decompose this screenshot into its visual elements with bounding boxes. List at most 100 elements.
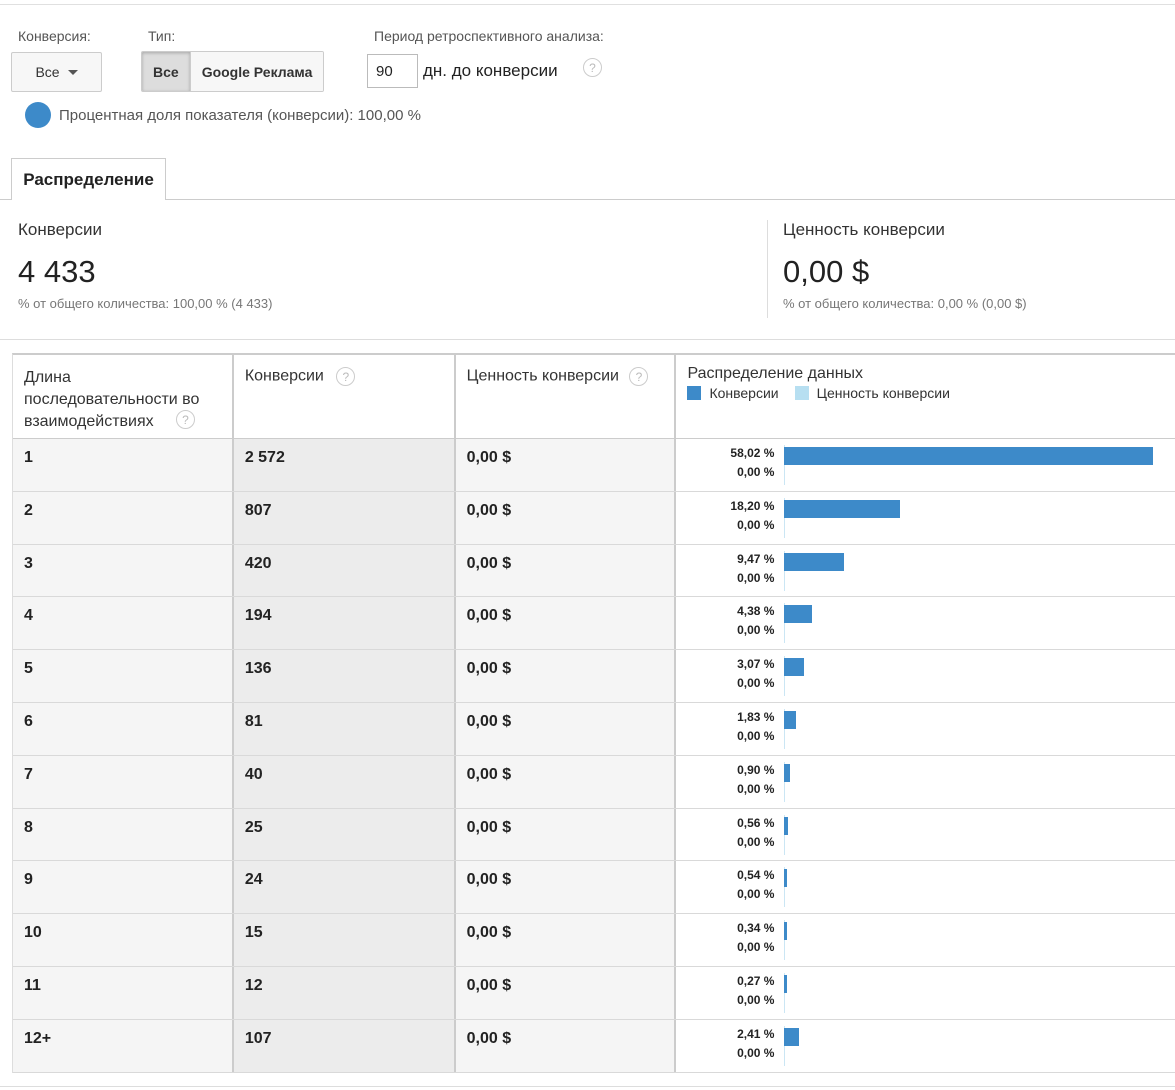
type-option-all[interactable]: Все (142, 52, 191, 91)
conversions-bar (784, 1027, 800, 1046)
cell-conversions: 807 (233, 491, 456, 544)
distribution-conversions-pct: 1,83 % (737, 709, 775, 724)
cell-path-length: 1 (13, 439, 234, 491)
cell-conversions: 2 572 (233, 439, 456, 491)
table-row: 10 15 0,00 $ 0,34 % 0,00 % (13, 914, 1175, 967)
distribution-value-pct: 0,00 % (737, 623, 775, 638)
table-row: 8 25 0,00 $ 0,56 % 0,00 % (13, 808, 1175, 862)
table-header: Длина последовательности во взаимодейств… (13, 355, 1175, 439)
distribution-conversions-pct: 0,54 % (737, 868, 775, 883)
distribution-value-pct: 0,00 % (737, 992, 775, 1007)
distribution-value-pct: 0,00 % (737, 676, 775, 691)
header-distribution-label: Распределение данных (687, 365, 864, 382)
help-icon[interactable]: ? (336, 367, 356, 386)
cell-path-length: 2 (13, 491, 234, 544)
cell-distribution: 2,41 % 0,00 % (676, 1019, 1175, 1072)
table-row: 3 420 0,00 $ 9,47 % 0,00 % (13, 544, 1175, 598)
cell-distribution: 3,07 % 0,00 % (676, 650, 1175, 702)
summary-value-label: Ценность конверсии (783, 220, 945, 239)
value-bar (784, 972, 786, 1013)
cell-distribution: 18,20 % 0,00 % (676, 491, 1175, 544)
distribution-conversions-pct: 4,38 % (737, 604, 775, 619)
help-icon[interactable]: ? (629, 367, 649, 386)
cell-conversions: 81 (233, 702, 456, 755)
value-bar (784, 1025, 786, 1066)
caret-down-icon (67, 69, 78, 75)
header-conversions-label: Конверсии (244, 367, 324, 385)
legend-swatch-value (794, 386, 809, 400)
legend-item-conversions: Конверсии (687, 385, 779, 401)
distribution-conversions-pct: 9,47 % (737, 551, 775, 566)
cell-path-length: 6 (13, 702, 234, 755)
bottom-divider (0, 1086, 1175, 1087)
cell-conversions: 15 (233, 914, 456, 966)
conversion-dropdown[interactable]: Все (11, 52, 102, 92)
cell-distribution: 9,47 % 0,00 % (676, 544, 1175, 597)
distribution-value-pct: 0,00 % (737, 940, 775, 955)
distribution-value-pct: 0,00 % (737, 517, 775, 532)
cell-path-length: 5 (13, 650, 234, 702)
cell-path-length: 4 (13, 597, 234, 650)
value-bar (784, 867, 786, 908)
conversion-dropdown-value: Все (35, 64, 60, 80)
conversions-bar (784, 658, 805, 677)
lookback-label: Период ретроспективного анализа: (374, 28, 604, 44)
cell-conversions: 194 (233, 597, 456, 650)
cell-value: 0,00 $ (455, 755, 677, 808)
cell-path-length: 11 (13, 966, 234, 1019)
cell-distribution: 0,90 % 0,00 % (676, 755, 1175, 808)
conversions-bar (784, 710, 797, 729)
distribution-value-pct: 0,00 % (737, 834, 775, 849)
distribution-value-pct: 0,00 % (737, 781, 775, 796)
tab-divider (0, 199, 1175, 200)
cell-distribution: 0,34 % 0,00 % (676, 914, 1175, 966)
cell-path-length: 7 (13, 755, 234, 808)
summary-bottom-divider (0, 339, 1175, 340)
distribution-legend: Конверсии Ценность конверсии (687, 385, 1164, 401)
top-divider (0, 4, 1175, 5)
legend-label-conversions: Конверсии (709, 385, 779, 401)
conversions-bar (784, 763, 791, 782)
cell-conversions: 12 (233, 966, 456, 1019)
summary-divider (767, 220, 768, 318)
help-icon[interactable]: ? (176, 410, 195, 429)
header-path-length-label: Длина последовательности во взаимодейств… (24, 369, 200, 430)
metric-color-dot (25, 102, 51, 128)
type-option-google-ads[interactable]: Google Реклама (190, 52, 324, 91)
table-row: 4 194 0,00 $ 4,38 % 0,00 % (13, 597, 1175, 651)
cell-value: 0,00 $ (455, 597, 677, 650)
header-conversions[interactable]: Конверсии ? (234, 355, 456, 438)
distribution-conversions-pct: 0,34 % (737, 921, 775, 936)
distribution-conversions-pct: 0,27 % (737, 973, 775, 988)
path-length-table: Длина последовательности во взаимодейств… (12, 353, 1175, 1073)
cell-value: 0,00 $ (455, 1019, 677, 1072)
cell-conversions: 40 (233, 755, 456, 808)
cell-value: 0,00 $ (455, 966, 677, 1019)
conversions-bar (784, 605, 813, 624)
distribution-conversions-pct: 0,90 % (737, 762, 775, 777)
legend-item-value: Ценность конверсии (794, 385, 950, 401)
header-path-length[interactable]: Длина последовательности во взаимодейств… (13, 355, 234, 438)
table-row: 12+ 107 0,00 $ 2,41 % 0,00 % (13, 1019, 1175, 1073)
summary-conversions-label: Конверсии (18, 220, 102, 239)
table-row: 2 807 0,00 $ 18,20 % 0,00 % (13, 491, 1175, 545)
type-label: Тип: (148, 28, 176, 44)
table-row: 7 40 0,00 $ 0,90 % 0,00 % (13, 755, 1175, 809)
distribution-conversions-pct: 3,07 % (737, 657, 775, 672)
type-segmented-control: Все Google Реклама (141, 51, 325, 92)
lookback-suffix: дн. до конверсии (423, 61, 558, 80)
distribution-value-pct: 0,00 % (737, 728, 775, 743)
distribution-conversions-pct: 2,41 % (737, 1026, 775, 1041)
tab-distribution[interactable]: Распределение (11, 158, 166, 200)
table-row: 5 136 0,00 $ 3,07 % 0,00 % (13, 650, 1175, 703)
help-icon[interactable]: ? (583, 58, 602, 77)
lookback-days-input[interactable] (367, 54, 418, 88)
value-bar (784, 656, 786, 697)
cell-distribution: 0,54 % 0,00 % (676, 861, 1175, 914)
cell-value: 0,00 $ (455, 808, 677, 861)
table-row: 6 81 0,00 $ 1,83 % 0,00 % (13, 702, 1175, 756)
cell-value: 0,00 $ (455, 702, 677, 755)
header-value[interactable]: Ценность конверсии ? (456, 355, 677, 438)
cell-conversions: 136 (233, 650, 456, 702)
